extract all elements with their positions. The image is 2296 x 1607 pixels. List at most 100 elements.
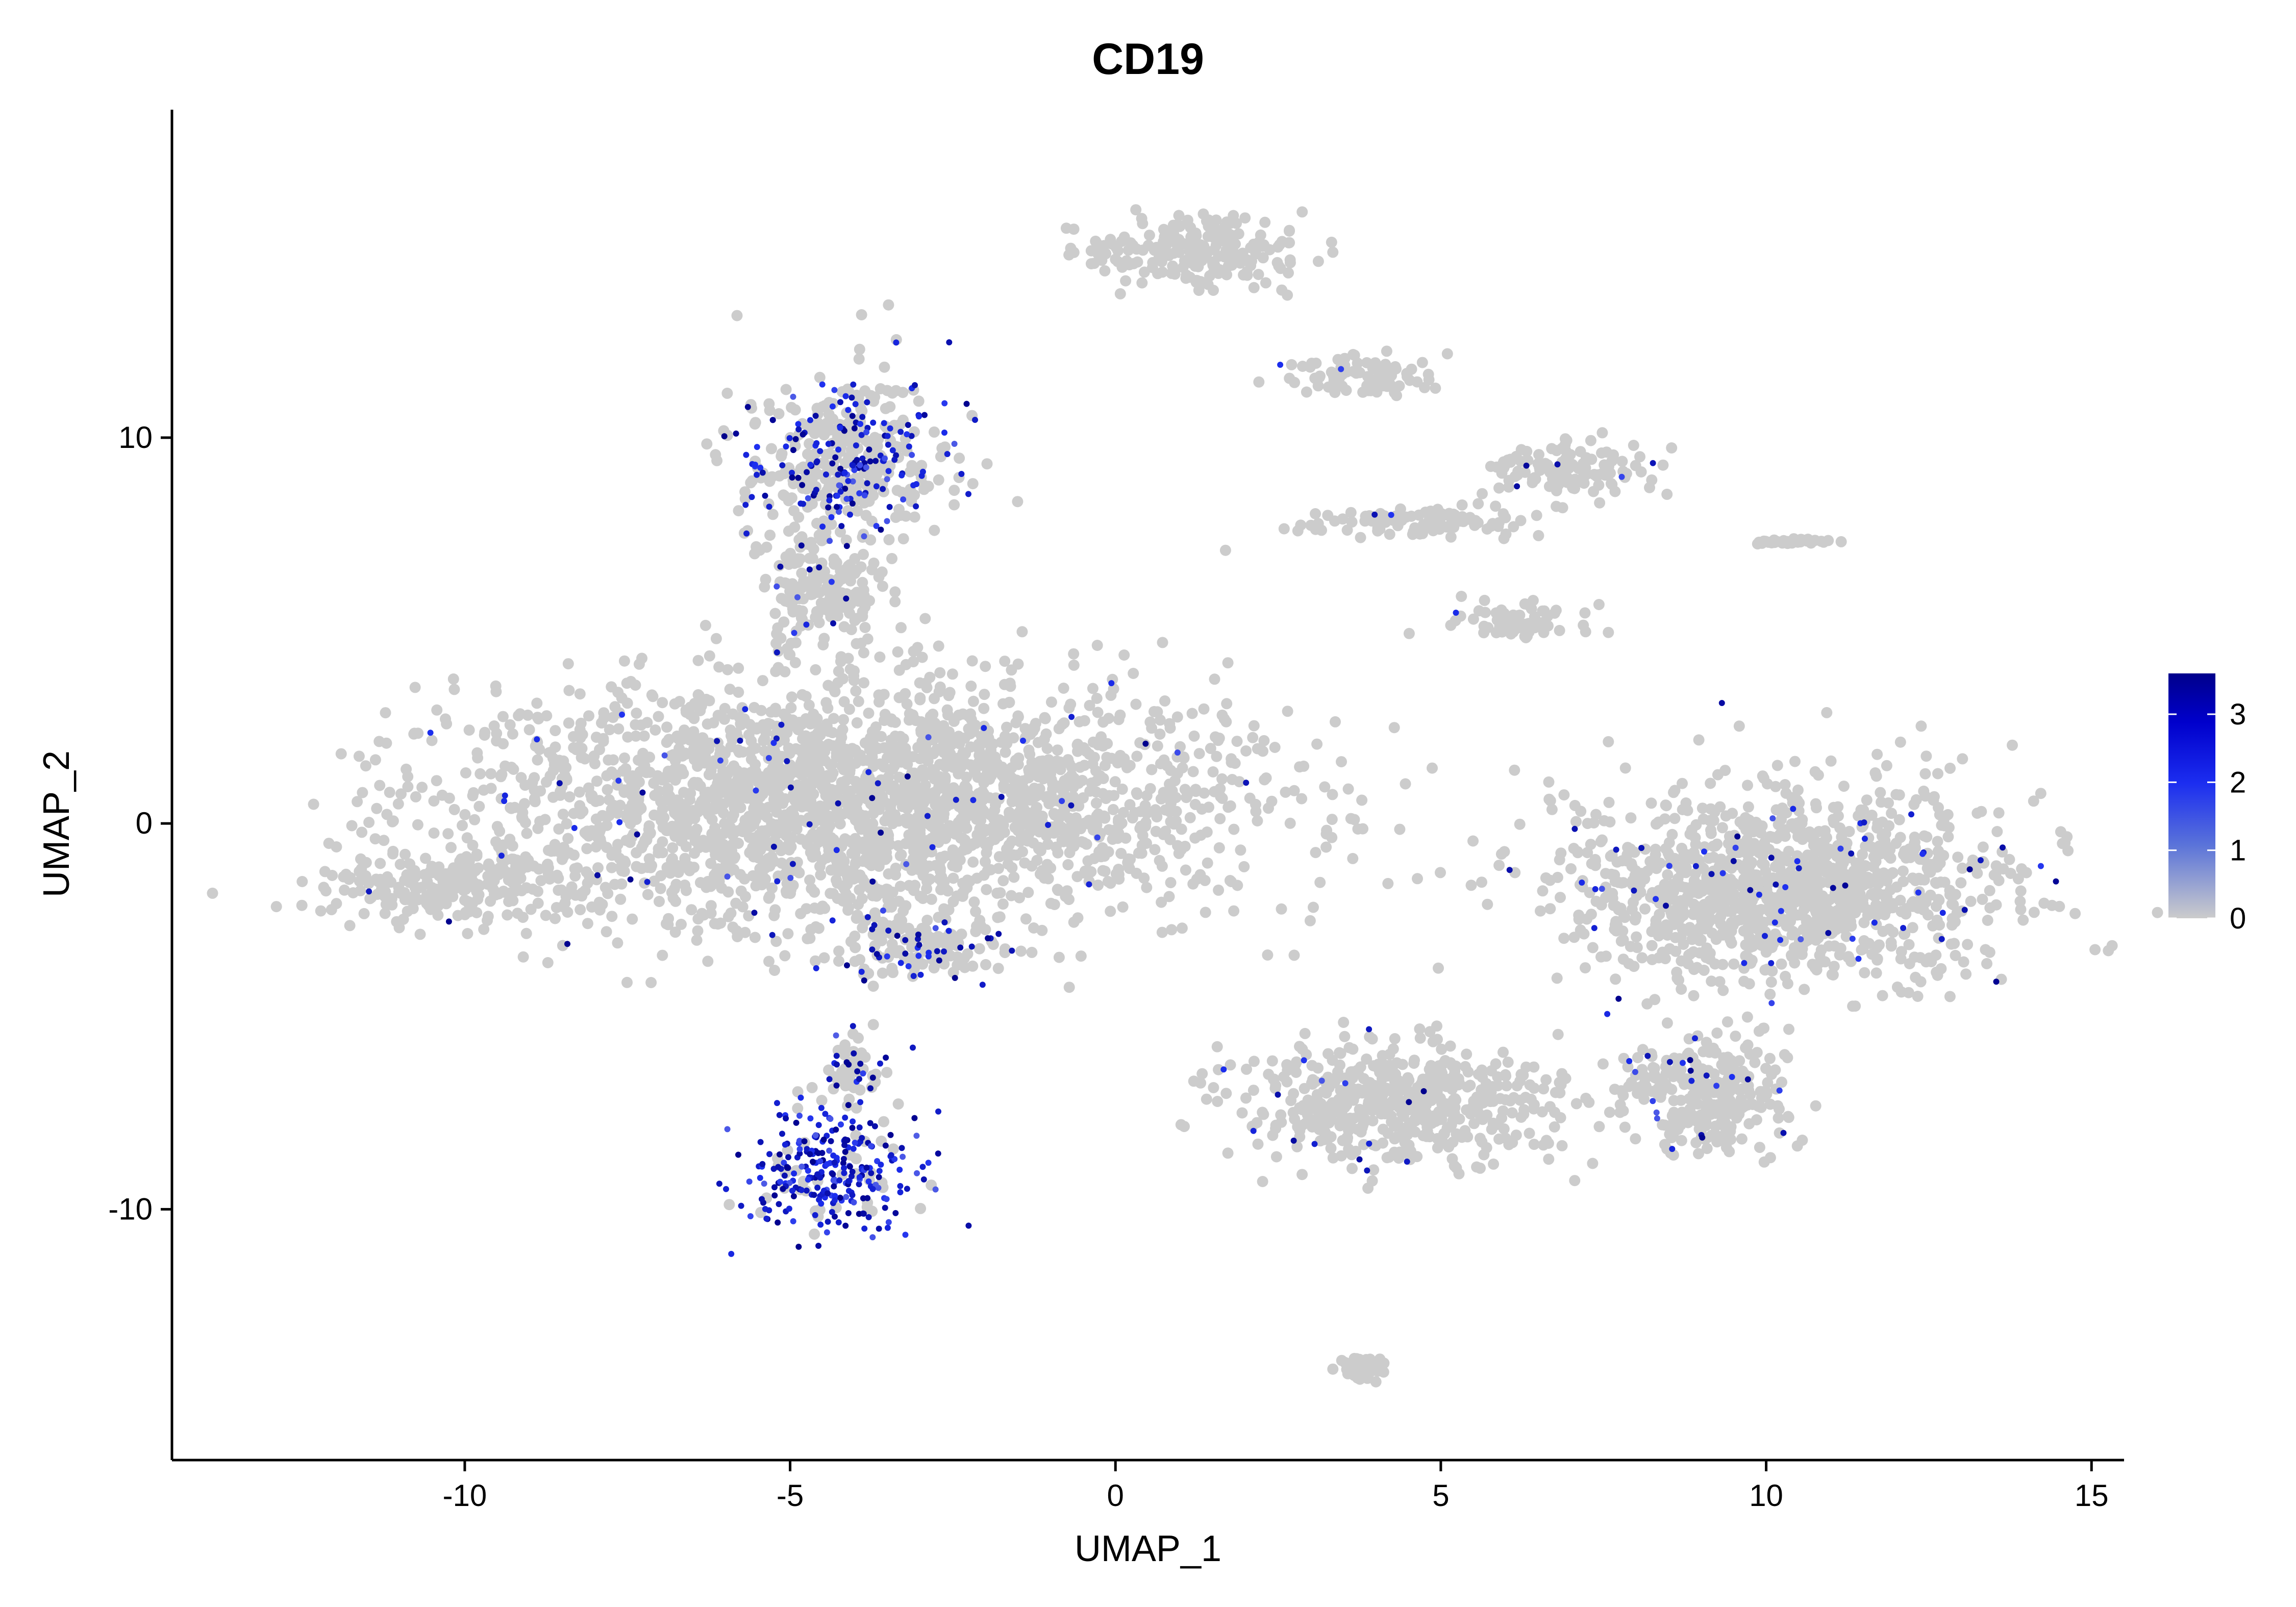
scatter-point xyxy=(358,908,370,919)
scatter-point xyxy=(954,453,965,464)
scatter-point xyxy=(502,909,513,921)
scatter-point xyxy=(1099,850,1110,862)
scatter-point xyxy=(1087,736,1099,748)
scatter-point xyxy=(1090,797,1102,809)
scatter-point xyxy=(1465,880,1477,891)
scatter-point xyxy=(1128,258,1139,269)
scatter-point xyxy=(1120,275,1132,287)
scatter-point xyxy=(935,884,946,895)
scatter-point xyxy=(1113,873,1125,885)
scatter-point xyxy=(1082,855,1094,867)
scatter-point xyxy=(895,510,907,521)
scatter-point xyxy=(824,820,836,832)
scatter-point xyxy=(1171,711,1183,723)
scatter-point xyxy=(1532,616,1544,628)
scatter-point xyxy=(1207,766,1219,777)
scatter-point xyxy=(1523,626,1535,638)
scatter-point xyxy=(1206,221,1217,233)
scatter-point xyxy=(958,844,969,856)
scatter-point xyxy=(370,873,382,885)
scatter-point xyxy=(1535,905,1546,917)
scatter-point xyxy=(1000,849,1012,861)
scatter-point xyxy=(1445,531,1457,543)
scatter-point xyxy=(408,872,420,884)
scatter-point xyxy=(1248,282,1260,293)
scatter-point xyxy=(1384,529,1395,540)
scatter-point xyxy=(1394,503,1406,515)
scatter-point xyxy=(1023,764,1035,775)
scatter-point xyxy=(856,893,868,905)
scatter-point xyxy=(934,681,946,693)
scatter-point xyxy=(889,586,901,598)
scatter-point xyxy=(1661,488,1673,500)
scatter-point xyxy=(1011,774,1022,786)
scatter-point xyxy=(1914,952,1926,964)
scatter-point xyxy=(1919,768,1931,780)
scatter-point xyxy=(751,541,762,553)
scatter-point xyxy=(1977,841,1989,853)
scatter-point xyxy=(1045,897,1057,909)
scatter-point xyxy=(1153,253,1165,264)
scatter-point xyxy=(1366,383,1378,395)
scatter-point xyxy=(1666,442,1678,454)
scatter-point xyxy=(974,943,985,955)
scatter-point xyxy=(1079,760,1090,771)
scatter-point xyxy=(879,742,890,754)
scatter-point xyxy=(755,705,767,716)
scatter-point xyxy=(763,956,775,967)
scatter-point xyxy=(1690,819,1702,831)
scatter-point xyxy=(786,691,797,703)
scatter-point xyxy=(613,723,625,735)
scatter-point xyxy=(1314,876,1326,888)
scatter-point xyxy=(895,622,907,634)
scatter-point xyxy=(1883,797,1894,809)
scatter-point xyxy=(1062,859,1074,870)
scatter-point xyxy=(1542,620,1554,632)
scatter-point xyxy=(733,505,744,517)
scatter-point xyxy=(891,485,903,496)
scatter-point xyxy=(1023,744,1035,756)
scatter-point xyxy=(810,664,821,675)
scatter-point xyxy=(1545,481,1557,492)
scatter-point xyxy=(859,601,871,613)
scatter-point xyxy=(1056,821,1067,833)
scatter-point xyxy=(694,877,706,888)
scatter-point xyxy=(335,748,347,760)
scatter-point xyxy=(1942,831,1954,843)
scatter-point xyxy=(1412,873,1423,885)
scatter-point xyxy=(404,858,415,870)
scatter-point xyxy=(1543,776,1555,788)
scatter-point xyxy=(864,739,876,751)
scatter-point xyxy=(2028,907,2040,918)
scatter-point xyxy=(340,868,352,880)
scatter-point xyxy=(1248,720,1260,732)
scatter-point xyxy=(1068,648,1080,660)
scatter-point xyxy=(463,855,475,867)
scatter-point xyxy=(450,883,461,894)
scatter-point xyxy=(897,533,909,545)
scatter-point xyxy=(1372,522,1384,534)
scatter-point xyxy=(1476,876,1487,888)
scatter-point xyxy=(1650,843,1661,855)
scatter-point xyxy=(1092,880,1104,891)
scatter-point xyxy=(1628,896,1639,908)
scatter-point xyxy=(980,959,991,970)
scatter-point xyxy=(1625,812,1637,824)
scatter-point xyxy=(1103,713,1114,724)
scatter-point xyxy=(1078,837,1089,848)
scatter-point xyxy=(825,832,836,843)
scatter-point xyxy=(702,956,714,967)
scatter-point xyxy=(1214,783,1226,794)
scatter-point xyxy=(815,740,827,752)
scatter-point xyxy=(1038,773,1050,785)
scatter-point xyxy=(1199,874,1211,886)
scatter-point xyxy=(1075,950,1087,962)
scatter-point xyxy=(819,755,831,767)
scatter-point xyxy=(846,758,858,770)
scatter-point xyxy=(1499,846,1510,858)
scatter-point xyxy=(1218,713,1230,725)
scatter-point xyxy=(384,787,395,798)
scatter-point xyxy=(479,726,491,738)
scatter-point xyxy=(2014,895,2026,907)
scatter-point xyxy=(563,685,575,696)
